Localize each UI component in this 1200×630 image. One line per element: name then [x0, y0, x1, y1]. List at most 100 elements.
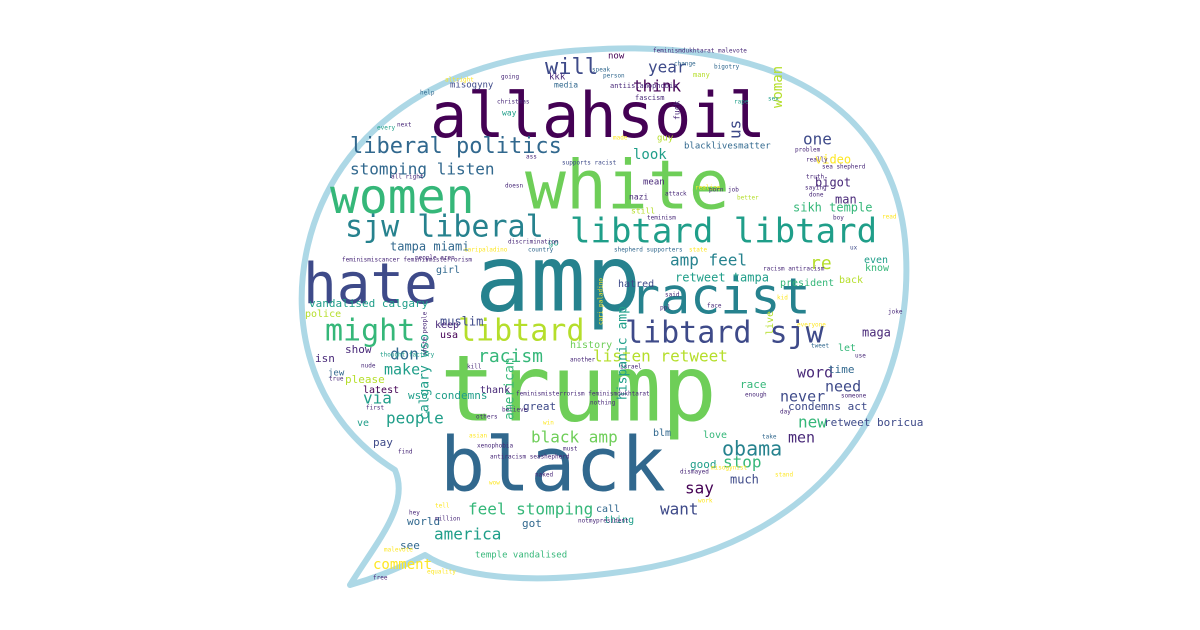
word-fascism: fascism	[635, 94, 665, 102]
word-kid: kid	[777, 295, 788, 302]
word-us: us	[726, 120, 745, 139]
word-porn: porn	[709, 187, 724, 194]
word-fuck: fuck	[673, 101, 682, 120]
word-never: never	[780, 388, 825, 406]
word-someone: someone	[841, 393, 867, 400]
word-libtard-sjw: libtard sjw	[625, 316, 825, 351]
word-say: say	[685, 479, 714, 498]
word-race: race	[740, 378, 767, 391]
word-help: help	[420, 90, 435, 97]
word-everyone: everyone	[797, 322, 826, 329]
word-see: see	[400, 539, 420, 552]
word-teminism: teminism	[647, 215, 676, 222]
word-next: next	[397, 122, 412, 129]
word-equality: equality	[427, 569, 456, 576]
word-black-amp: black amp	[531, 428, 618, 447]
word-back: back	[839, 275, 863, 286]
word-feminismisterrorism-feminismdukhtarat: feminismisterrorism feminismdukhtarat	[516, 391, 650, 398]
word-thing: thing	[604, 515, 634, 526]
word-tell: tell	[435, 503, 450, 510]
word-think: think	[633, 77, 682, 96]
word-hispanic-amp: hispanic amp	[616, 306, 631, 400]
word-stomping-listen: stomping listen	[350, 160, 495, 179]
word-know: know	[865, 263, 890, 274]
word-change: change	[674, 61, 696, 68]
word-american: american	[503, 357, 518, 420]
word-obama: obama	[722, 437, 782, 461]
word-video: video	[815, 153, 851, 167]
word-please: please	[345, 373, 385, 386]
word-will: will	[545, 55, 598, 80]
word-malevote: malevote	[384, 547, 413, 554]
word-retweet-boricua: retweet boricua	[824, 416, 923, 429]
word-many: many	[693, 71, 710, 79]
word-nazi: nazi	[629, 193, 648, 202]
word-said: said	[665, 292, 680, 299]
word-president: president	[780, 278, 834, 289]
word-state: state	[689, 247, 707, 254]
word-hatred: hatred	[618, 279, 654, 290]
word-word: word	[797, 364, 833, 382]
word-supports-racist: supports racist	[562, 160, 617, 167]
word-problem: problem	[795, 147, 821, 154]
word-trump: trump	[440, 335, 717, 442]
word-much: much	[730, 473, 759, 487]
word-hey: hey	[409, 510, 420, 517]
word-going: going	[501, 74, 519, 81]
word-take: take	[762, 434, 777, 441]
word-show: show	[345, 343, 372, 356]
word-got: got	[522, 517, 542, 530]
word-way: way	[502, 109, 517, 118]
word-ux: ux	[850, 245, 858, 252]
word-really: really	[806, 157, 828, 164]
word-misogynist: misogynist	[711, 465, 748, 472]
word-misogyny: misogyny	[450, 81, 494, 91]
word-people: people	[386, 409, 444, 428]
word-time: time	[828, 363, 855, 376]
word-men: men	[788, 429, 815, 447]
word-women: women	[330, 169, 475, 225]
word-realize: realize	[695, 185, 721, 192]
word-need: need	[825, 378, 861, 396]
word-free: free	[373, 575, 388, 582]
word-notmypresident: notmypresident	[578, 518, 629, 525]
word-still: still	[631, 207, 655, 216]
word-rape: rape	[734, 99, 749, 106]
word-sea-shepherd: sea shepherd	[822, 164, 866, 171]
word-via: via	[363, 389, 392, 408]
word-true: true	[329, 376, 344, 383]
word-black: black	[440, 421, 666, 509]
word-calgary-wso: calgary wso	[418, 334, 433, 420]
word-country: country	[528, 247, 554, 254]
word-caripaladino: caripaladino	[464, 247, 508, 254]
word-liberal-politics: liberal politics	[350, 134, 562, 159]
word-ve: ve	[357, 418, 369, 429]
word-first: first	[366, 405, 384, 412]
word-now: now	[608, 52, 625, 62]
word-stop: stop	[723, 453, 762, 472]
word-joke: joke	[888, 309, 903, 316]
word-usa: usa	[440, 330, 458, 341]
word-day: day	[780, 409, 791, 416]
word-great: great	[523, 400, 556, 413]
word-made: made	[613, 135, 628, 142]
word-racism-antiracism: racism antiracism	[763, 266, 825, 273]
word-condemns-act: condemns act	[788, 400, 867, 413]
word-nothing: nothing	[590, 400, 616, 407]
word-one: one	[803, 130, 832, 149]
word-live: live	[765, 311, 776, 335]
word-man: man	[835, 193, 857, 207]
word-maga: maga	[862, 326, 891, 340]
word-don: don	[390, 345, 419, 364]
word-isn: isn	[315, 352, 335, 365]
word-saying: saying	[805, 185, 827, 192]
word-enough: enough	[745, 392, 767, 399]
word-ppl: ppl	[660, 305, 671, 312]
word-white-people: white people	[422, 311, 429, 355]
word-discrimination: discrimination	[508, 239, 559, 246]
word-libtard-libtard: libtard libtard	[570, 212, 877, 252]
word-people-aren: people aren	[415, 255, 455, 262]
word-racist: racist	[630, 268, 811, 326]
word-white: white	[525, 147, 730, 226]
word-latest: latest	[363, 385, 399, 396]
